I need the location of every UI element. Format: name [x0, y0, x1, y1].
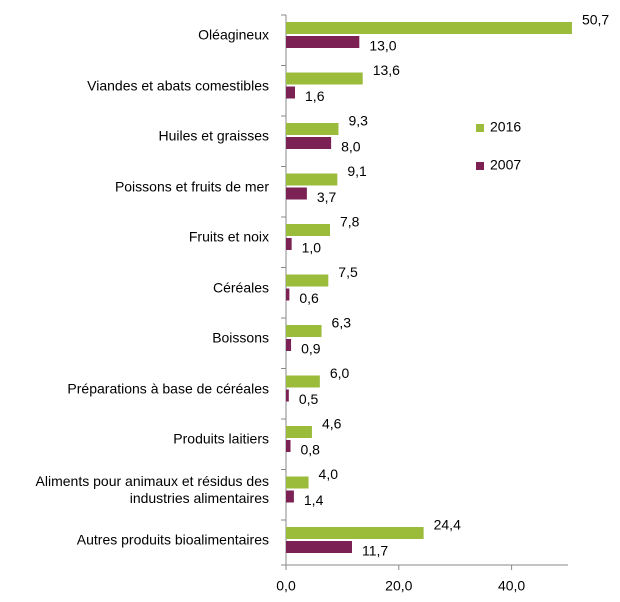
y-tick-label: Autres produits bioalimentaires: [76, 531, 269, 548]
data-label: 3,7: [317, 189, 337, 205]
bar: [286, 238, 292, 250]
bar: [286, 440, 291, 452]
data-label: 4,6: [322, 416, 342, 432]
bar: [286, 123, 339, 135]
y-tick-label: Boissons: [212, 329, 269, 346]
bar: [286, 137, 332, 149]
bar: [286, 224, 330, 236]
x-tick-label: 0,0: [276, 578, 296, 594]
y-tick-label: Oléagineux: [198, 26, 269, 43]
data-label: 11,7: [362, 543, 388, 559]
bar: [286, 274, 329, 287]
bar: [286, 527, 424, 539]
data-label: 0,6: [299, 290, 319, 306]
data-label: 0,8: [301, 442, 321, 458]
bar: [286, 173, 338, 186]
bar: [286, 22, 572, 34]
data-label: 0,5: [299, 391, 319, 407]
y-tick-label: Produits laitiers: [173, 430, 269, 447]
bar: [286, 325, 322, 337]
bar: [286, 36, 360, 48]
bar: [286, 490, 294, 503]
x-tick-label: 20,0: [385, 578, 412, 594]
bar: [286, 86, 296, 99]
data-label: 1,4: [304, 492, 324, 508]
bar: [286, 187, 307, 200]
data-label: 6,3: [332, 315, 352, 331]
y-tick-label: Huiles et graisses: [158, 127, 270, 144]
data-label: 4,0: [319, 466, 339, 482]
data-label: 1,6: [305, 88, 325, 104]
y-tick-label: Aliments pour animaux et résidus des ind…: [35, 472, 269, 506]
data-label: 8,0: [341, 139, 361, 155]
data-label: 6,0: [330, 365, 350, 381]
y-tick-label: Poissons et fruits de mer: [114, 178, 269, 194]
bar: [286, 476, 309, 489]
y-tick-label: Préparations à base de céréales: [67, 380, 269, 396]
x-tick-label: 40,0: [498, 578, 525, 594]
y-tick-label: Céréales: [212, 279, 269, 295]
data-label: 9,3: [348, 113, 368, 129]
legend-swatch: [476, 124, 484, 132]
bar: [286, 375, 320, 388]
legend-label: 2007: [490, 157, 521, 173]
data-label: 50,7: [582, 12, 609, 28]
data-label: 7,5: [338, 264, 358, 280]
y-tick-label: Viandes et abats comestibles: [87, 77, 269, 93]
y-tick-label: Fruits et noix: [188, 228, 269, 245]
bar: [286, 426, 312, 438]
bar: [286, 541, 352, 553]
data-label: 13,6: [373, 62, 400, 78]
data-label: 9,1: [347, 163, 367, 179]
data-label: 13,0: [369, 38, 396, 54]
bar: [286, 288, 290, 301]
data-label: 1,0: [302, 240, 322, 256]
legend-label: 2016: [490, 119, 521, 135]
bar: [286, 389, 289, 402]
bar: [286, 72, 363, 85]
data-label: 0,9: [301, 341, 321, 357]
bar: [286, 339, 292, 351]
data-label: 7,8: [340, 214, 360, 230]
data-label: 24,4: [434, 517, 461, 533]
legend-swatch: [476, 162, 484, 170]
